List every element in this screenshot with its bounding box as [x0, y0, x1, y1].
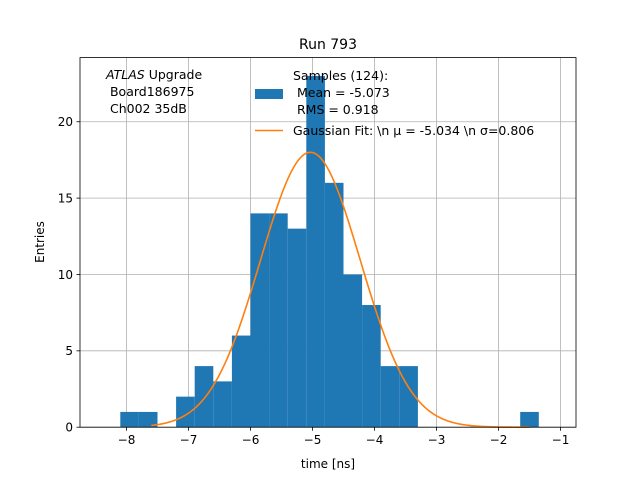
- x-tick-label: −4: [366, 433, 384, 447]
- histogram-bar: [194, 366, 214, 428]
- y-tick-label: 20: [58, 115, 73, 129]
- x-tick-label: −3: [428, 433, 446, 447]
- histogram-bar: [120, 411, 139, 428]
- histogram-bar: [362, 305, 381, 428]
- histogram-bar: [213, 381, 232, 428]
- histogram-bar: [250, 213, 270, 428]
- atlas-upgrade-label: Upgrade: [145, 67, 203, 82]
- histogram-bar: [176, 396, 195, 428]
- histogram-bar: [324, 182, 344, 428]
- x-tick-label: −1: [552, 433, 570, 447]
- x-axis-label: time [ns]: [301, 457, 355, 471]
- atlas-italic-label: ATLAS: [105, 67, 145, 82]
- histogram-bar: [138, 411, 158, 428]
- y-axis-label: Entries: [33, 221, 47, 263]
- y-tick-label: 10: [58, 268, 73, 282]
- board-label: Board186975: [106, 84, 194, 99]
- grid: [80, 57, 576, 428]
- histogram-bar: [306, 75, 325, 428]
- axis-ticks: −8 −7 −6 −5 −4 −3 −2 −1 0 5 10 15 20: [58, 115, 570, 447]
- legend-samples-mean: Mean = -5.073: [293, 85, 390, 100]
- histogram-bars: [120, 75, 539, 428]
- gaussian-fit-curve: [151, 151, 530, 428]
- x-tick-label: −5: [304, 433, 322, 447]
- histogram-bar: [231, 335, 251, 428]
- histogram-bar: [343, 274, 363, 428]
- legend: Samples (124): Mean = -5.073 RMS = 0.918…: [255, 68, 534, 138]
- histogram-bar: [269, 213, 288, 428]
- y-tick-label: 0: [65, 421, 73, 435]
- atlas-annotation: ATLAS Upgrade Board186975 Ch002 35dB: [105, 67, 202, 116]
- legend-samples-title: Samples (124):: [293, 68, 388, 83]
- channel-label: Ch002 35dB: [106, 101, 187, 116]
- x-tick-label: −7: [180, 433, 198, 447]
- x-tick-label: −8: [118, 433, 136, 447]
- histogram-bar: [399, 366, 418, 428]
- legend-samples-rms: RMS = 0.918: [293, 102, 379, 117]
- histogram-bar: [520, 411, 539, 428]
- svg-text:ATLAS Upgrade: ATLAS Upgrade: [105, 67, 202, 82]
- legend-fit-label: Gaussian Fit: \n μ = -5.034 \n σ=0.806: [293, 123, 534, 138]
- x-tick-label: −2: [490, 433, 508, 447]
- y-tick-label: 5: [65, 344, 73, 358]
- y-tick-label: 15: [58, 191, 73, 205]
- chart-title: Run 793: [299, 37, 357, 53]
- histogram-bar: [380, 366, 400, 428]
- x-tick-label: −6: [242, 433, 260, 447]
- histogram-bar: [287, 228, 307, 428]
- plot-frame: [79, 57, 577, 428]
- legend-samples-swatch: [255, 89, 283, 99]
